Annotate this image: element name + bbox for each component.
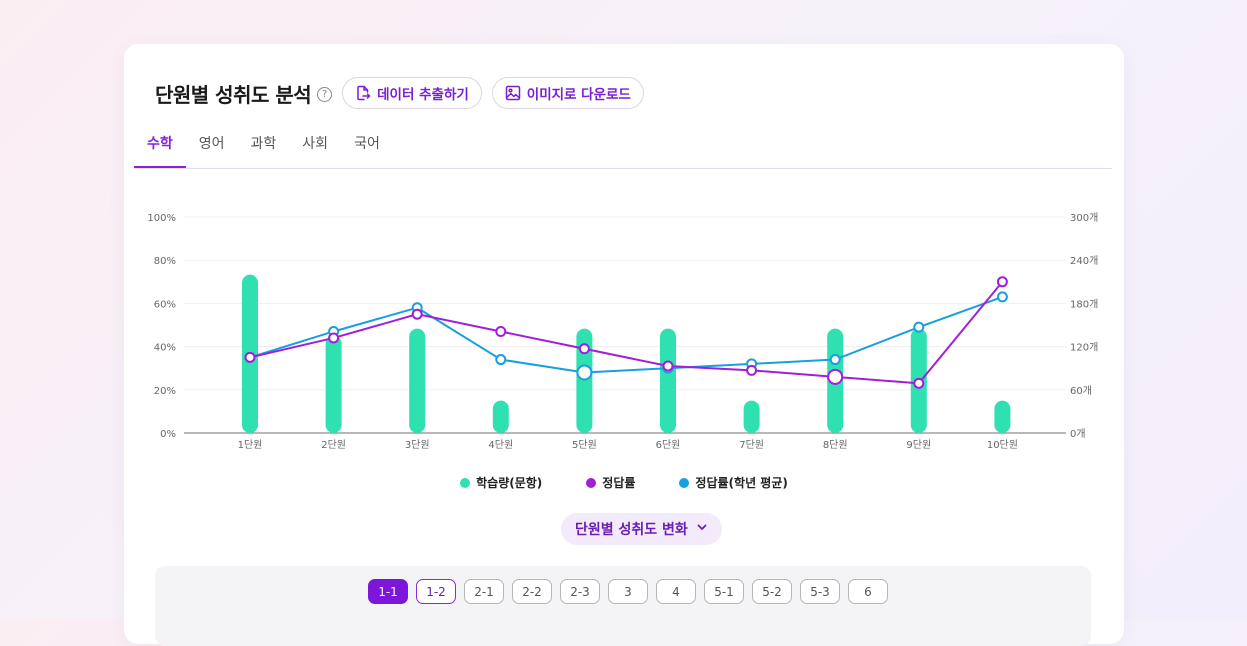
chart-legend: 학습량(문항) 정답률 정답률(학년 평균) [124, 474, 1124, 491]
legend-swatch [679, 477, 690, 488]
image-icon [505, 85, 521, 101]
bar-study-amount [660, 328, 676, 433]
point-grade-average [495, 354, 507, 366]
point-correct-rate [495, 325, 507, 337]
x-tick-label: 10단원 [987, 439, 1018, 451]
point-correct-rate [411, 308, 423, 320]
bar-study-amount [743, 400, 760, 433]
tab-subject-2[interactable]: 영어 [198, 136, 225, 152]
y-right-tick-label: 60개 [1070, 385, 1092, 397]
point-grade-average [576, 364, 593, 381]
legend-item-correct-rate: 정답률 [586, 474, 635, 491]
bar-study-amount [325, 335, 342, 433]
legend-swatch [460, 477, 471, 488]
file-export-icon [355, 85, 371, 101]
tab-subject-1[interactable]: 수학 [134, 124, 186, 168]
bar-study-amount [409, 328, 426, 433]
x-tick-label: 3단원 [405, 439, 430, 451]
chevron-down-icon [696, 521, 708, 537]
legend-item-study-amount: 학습량(문항) [460, 474, 542, 491]
bar-study-amount [994, 400, 1011, 433]
y-right-tick-label: 120개 [1070, 342, 1098, 354]
page-title: 단원별 성취도 분석 [155, 82, 312, 107]
point-grade-average [996, 291, 1008, 303]
unit-chip[interactable]: 1-1 [368, 579, 408, 604]
line-grade-average [249, 295, 1003, 374]
point-grade-average [829, 354, 841, 366]
point-correct-rate [746, 364, 758, 376]
toggle-label: 단원별 성취도 변화 [575, 522, 688, 538]
y-right-tick-label: 0개 [1070, 428, 1086, 440]
x-tick-label: 6단원 [656, 439, 681, 451]
y-left-tick-label: 80% [154, 256, 176, 267]
legend-item-grade-average: 정답률(학년 평균) [679, 474, 788, 491]
bar-study-amount [576, 328, 593, 433]
export-data-button[interactable]: 데이터 추출하기 [342, 77, 482, 109]
point-correct-rate [244, 351, 256, 363]
unit-chip[interactable]: 5-2 [752, 579, 792, 604]
unit-chip[interactable]: 2-1 [464, 579, 504, 604]
x-tick-label: 7단원 [739, 439, 764, 451]
unit-chip[interactable]: 2-3 [560, 579, 600, 604]
card-header: 단원별 성취도 분석 ? 데이터 추출하기 이미지로 다 [155, 77, 644, 109]
point-correct-rate [328, 332, 340, 344]
y-left-tick-label: 40% [154, 343, 176, 354]
unit-chip[interactable]: 4 [656, 579, 696, 604]
y-left-tick-label: 60% [154, 299, 176, 310]
y-left-tick-label: 0% [160, 429, 176, 440]
unit-selector-panel: 1-1 1-2 2-1 2-2 2-3 3 4 5-1 5-2 5-3 6 [155, 566, 1091, 646]
achievement-chart: 0% 20% 40% 60% 80% 100% 0개 60개 120개 180개 240개 300개 1… [147, 212, 1098, 451]
subject-tabs: 수학 영어 과학 사회 국어 [134, 124, 1112, 169]
x-tick-label: 5단원 [572, 439, 597, 451]
y-right-tick-label: 300개 [1070, 212, 1098, 224]
unit-chip[interactable]: 3 [608, 579, 648, 604]
point-grade-average [913, 321, 925, 333]
y-left-tick-label: 20% [154, 386, 176, 397]
achievement-change-toggle[interactable]: 단원별 성취도 변화 [561, 513, 722, 545]
legend-swatch [586, 477, 597, 488]
point-correct-rate [578, 343, 590, 355]
unit-chip[interactable]: 5-1 [704, 579, 744, 604]
legend-label: 정답률 [602, 476, 636, 490]
y-right-tick-label: 240개 [1070, 255, 1098, 267]
unit-chip[interactable]: 6 [848, 579, 888, 604]
tab-subject-3[interactable]: 과학 [250, 136, 277, 152]
point-correct-rate [827, 368, 844, 385]
line-correct-rate [249, 281, 1004, 385]
x-tick-label: 2단원 [321, 439, 346, 451]
bar-study-amount [492, 400, 509, 433]
analysis-card: 단원별 성취도 분석 ? 데이터 추출하기 이미지로 다 [124, 44, 1124, 646]
point-correct-rate [662, 360, 674, 372]
download-image-button[interactable]: 이미지로 다운로드 [491, 77, 644, 109]
y-left-tick-label: 100% [147, 213, 176, 224]
y-right-tick-label: 180개 [1070, 298, 1098, 310]
legend-label: 학습량(문항) [476, 476, 543, 490]
tab-subject-4[interactable]: 사회 [302, 136, 329, 152]
export-data-label: 데이터 추출하기 [377, 87, 469, 103]
x-tick-label: 8단원 [823, 439, 848, 451]
unit-chip[interactable]: 5-3 [800, 579, 840, 604]
x-tick-label: 1단원 [238, 439, 263, 451]
x-tick-label: 9단원 [906, 439, 931, 451]
unit-chip[interactable]: 1-2 [416, 579, 456, 604]
unit-chip-list: 1-1 1-2 2-1 2-2 2-3 3 4 5-1 5-2 5-3 6 [368, 579, 888, 604]
legend-label: 정답률(학년 평균) [695, 476, 788, 490]
point-correct-rate [996, 276, 1008, 288]
help-icon[interactable]: ? [317, 86, 333, 102]
point-correct-rate [913, 377, 925, 389]
unit-chip[interactable]: 2-2 [512, 579, 552, 604]
tab-subject-5[interactable]: 국어 [354, 136, 380, 152]
download-image-label: 이미지로 다운로드 [526, 87, 631, 103]
x-tick-label: 4단원 [488, 439, 513, 451]
